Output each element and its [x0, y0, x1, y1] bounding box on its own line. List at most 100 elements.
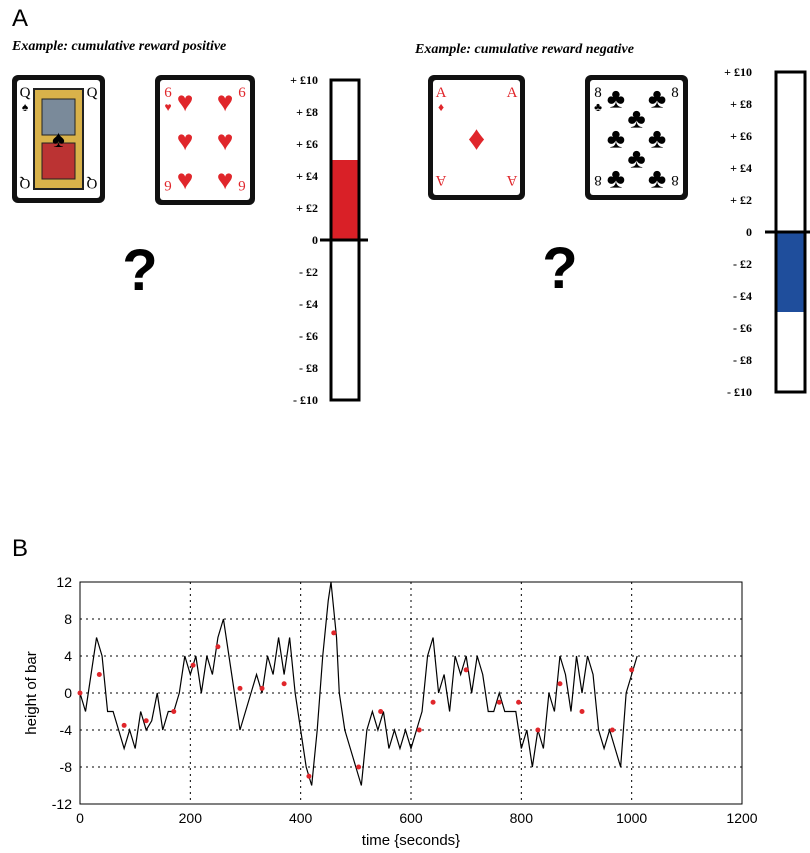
scale-label: - £2: [299, 265, 318, 279]
scale-label: + £8: [296, 105, 318, 119]
data-point: [331, 630, 337, 636]
card-pip: ♥: [177, 164, 194, 195]
reward-bar: [331, 160, 359, 240]
card-suit: ♣: [594, 100, 602, 114]
x-tick-label: 600: [399, 810, 423, 826]
card-pip: ♥: [217, 164, 234, 195]
example-title: Example: cumulative reward negative: [414, 42, 634, 57]
panel-label: B: [12, 535, 28, 562]
data-point: [190, 662, 196, 668]
data-point: [496, 699, 502, 705]
data-point: [143, 718, 149, 724]
card-face: [590, 80, 683, 195]
data-point: [237, 685, 243, 691]
data-point: [629, 667, 635, 673]
x-tick-label: 0: [76, 810, 84, 826]
data-point: [77, 690, 83, 696]
scale-label: - £8: [733, 353, 752, 367]
data-point: [579, 709, 585, 714]
data-point: [96, 672, 102, 677]
data-point: [378, 709, 384, 714]
card-rank: 6: [164, 85, 172, 101]
card-rank: 8: [594, 85, 602, 101]
card: 8♣888♣ ♣♣♣ ♣♣♣ ♣: [585, 75, 688, 200]
data-point: [430, 699, 436, 705]
card-portrait-detail: [41, 142, 76, 180]
card-pip: ♣: [607, 123, 625, 154]
data-point: [121, 722, 127, 728]
data-point: [171, 709, 177, 714]
scale-label: + £10: [724, 65, 752, 79]
data-line: [79, 581, 638, 786]
y-tick-label: -4: [60, 722, 73, 738]
panel-label: A: [12, 5, 28, 32]
card-rank: A: [436, 85, 447, 101]
scale-label: - £4: [733, 289, 752, 303]
reward-bar: [776, 232, 805, 312]
card-rank: Q: [87, 85, 98, 101]
x-tick-label: 1200: [726, 810, 757, 826]
card: A♦AAA♦: [428, 75, 525, 200]
scale-label: - £4: [299, 297, 318, 311]
data-point: [281, 681, 287, 687]
scale-label: + £8: [730, 97, 752, 111]
card-suit: ♥: [164, 100, 171, 114]
scale-label: - £8: [299, 361, 318, 375]
card-suit: ♦: [438, 100, 444, 114]
data-point: [306, 773, 312, 779]
card-suit: ♠: [22, 100, 29, 114]
card-pip: ♣: [648, 123, 666, 154]
data-point: [557, 681, 563, 687]
y-tick-label: -8: [60, 759, 73, 775]
scale-label: - £6: [299, 329, 318, 343]
card: 6♥666♥ ♥♥ ♥♥ ♥: [155, 75, 255, 205]
card-pip: ♣: [627, 103, 645, 134]
card-pip: ♣: [627, 143, 645, 174]
scale-label: + £2: [296, 201, 318, 215]
scale-label: - £10: [727, 385, 752, 399]
card-rank: A: [435, 172, 446, 188]
y-tick-label: 8: [64, 611, 72, 627]
card-pip: ♣: [648, 163, 666, 194]
card-pip: ♥: [177, 125, 194, 156]
card-pip: ♥: [217, 86, 234, 117]
scale-label: + £6: [730, 129, 752, 143]
data-point: [259, 685, 265, 691]
card-face: [160, 80, 250, 200]
question-mark: ?: [122, 238, 157, 303]
card-portrait-detail: [41, 98, 76, 136]
card-pip: ♣: [607, 163, 625, 194]
y-tick-label: -12: [52, 796, 72, 812]
x-tick-label: 200: [179, 810, 203, 826]
card-rank: 6: [238, 177, 246, 193]
card: Q♠QQQ♠: [12, 75, 105, 203]
card-rank: A: [506, 172, 517, 188]
card-rank: 6: [238, 85, 246, 101]
card-rank: A: [507, 85, 518, 101]
scale-label: - £6: [733, 321, 752, 335]
x-axis-label: time {seconds}: [362, 832, 460, 849]
data-point: [356, 764, 362, 770]
data-point: [215, 644, 221, 650]
card-rank: Q: [19, 175, 30, 191]
card-rank: 8: [594, 172, 602, 188]
x-tick-label: 400: [289, 810, 313, 826]
scale-label: + £4: [296, 169, 318, 183]
card-pip: ♠: [52, 126, 65, 153]
question-mark: ?: [542, 236, 577, 301]
card-pip: ♥: [217, 125, 234, 156]
data-point: [609, 727, 615, 733]
card-pip: ♦: [468, 120, 485, 158]
x-tick-label: 800: [510, 810, 534, 826]
data-point: [416, 727, 422, 733]
card-rank: 8: [671, 85, 679, 101]
card-rank: 8: [671, 172, 679, 188]
x-tick-label: 1000: [616, 810, 647, 826]
card-rank: Q: [20, 85, 31, 101]
card-rank: 6: [164, 177, 172, 193]
scale-label: + £10: [290, 73, 318, 87]
scale-label: + £2: [730, 193, 752, 207]
data-point: [516, 699, 522, 705]
data-point: [535, 727, 541, 733]
